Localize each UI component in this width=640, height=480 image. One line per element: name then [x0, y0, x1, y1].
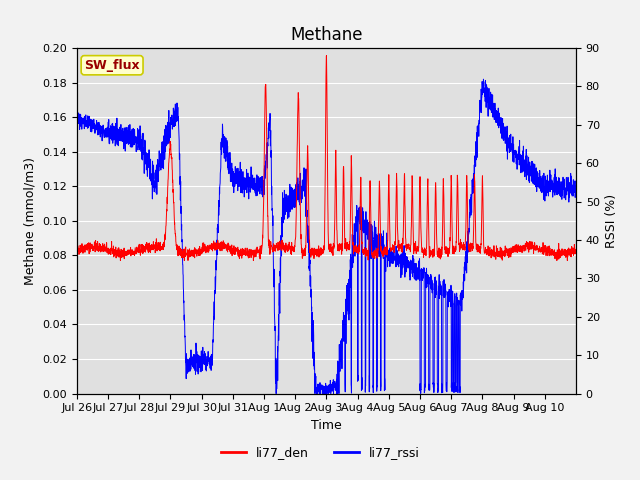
Y-axis label: Methane (mmol/m3): Methane (mmol/m3) — [24, 157, 36, 285]
X-axis label: Time: Time — [311, 419, 342, 432]
Title: Methane: Methane — [290, 25, 363, 44]
Text: SW_flux: SW_flux — [84, 59, 140, 72]
Y-axis label: RSSI (%): RSSI (%) — [605, 194, 618, 248]
Legend: li77_den, li77_rssi: li77_den, li77_rssi — [216, 441, 424, 464]
